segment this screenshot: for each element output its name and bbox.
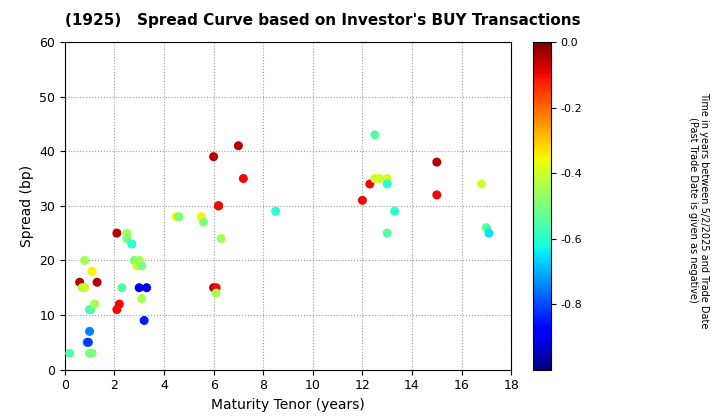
Point [233,142,244,149]
Point [208,153,220,160]
Point [74,279,86,286]
Point [128,257,140,264]
Point [136,262,148,269]
Point [89,301,100,307]
Point [483,230,495,236]
Point [198,219,210,226]
Point [86,268,98,275]
Point [476,181,487,187]
Point [213,202,225,209]
Point [270,208,282,215]
Point [173,213,184,220]
Point [111,230,122,236]
Point [114,301,125,307]
Point [171,213,182,220]
Point [382,175,393,182]
Point [138,317,150,324]
Point [121,230,132,236]
Text: (1925)   Spread Curve based on Investor's BUY Transactions: (1925) Spread Curve based on Investor's … [65,13,580,28]
X-axis label: Maturity Tenor (years): Maturity Tenor (years) [211,398,365,412]
Point [84,328,95,335]
Point [389,208,400,215]
Point [116,284,127,291]
Point [79,284,91,291]
Point [85,306,96,313]
Text: Time in years between 5/2/2025 and Trade Date
(Past Trade Date is given as negat: Time in years between 5/2/2025 and Trade… [688,92,709,328]
Point [64,350,76,357]
Point [84,306,95,313]
Point [374,175,385,182]
Point [238,175,249,182]
Y-axis label: Spread (bp): Spread (bp) [19,165,34,247]
Point [86,350,98,357]
Point [111,306,122,313]
Point [133,284,145,291]
Point [369,131,381,138]
Point [481,224,492,231]
Point [208,284,220,291]
Point [213,202,225,209]
Point [79,257,91,264]
Point [91,279,103,286]
Point [382,181,393,187]
Point [126,241,138,247]
Point [141,284,153,291]
Point [84,350,95,357]
Point [210,284,222,291]
Point [195,213,207,220]
Point [431,192,443,198]
Point [136,295,148,302]
Point [210,290,222,297]
Point [364,181,376,187]
Point [83,339,94,346]
Point [76,284,88,291]
Point [356,197,368,204]
Point [369,175,381,182]
Point [81,339,93,346]
Point [133,257,145,264]
Point [121,235,132,242]
Point [131,262,143,269]
Point [215,235,227,242]
Point [431,159,443,165]
Point [382,230,393,236]
